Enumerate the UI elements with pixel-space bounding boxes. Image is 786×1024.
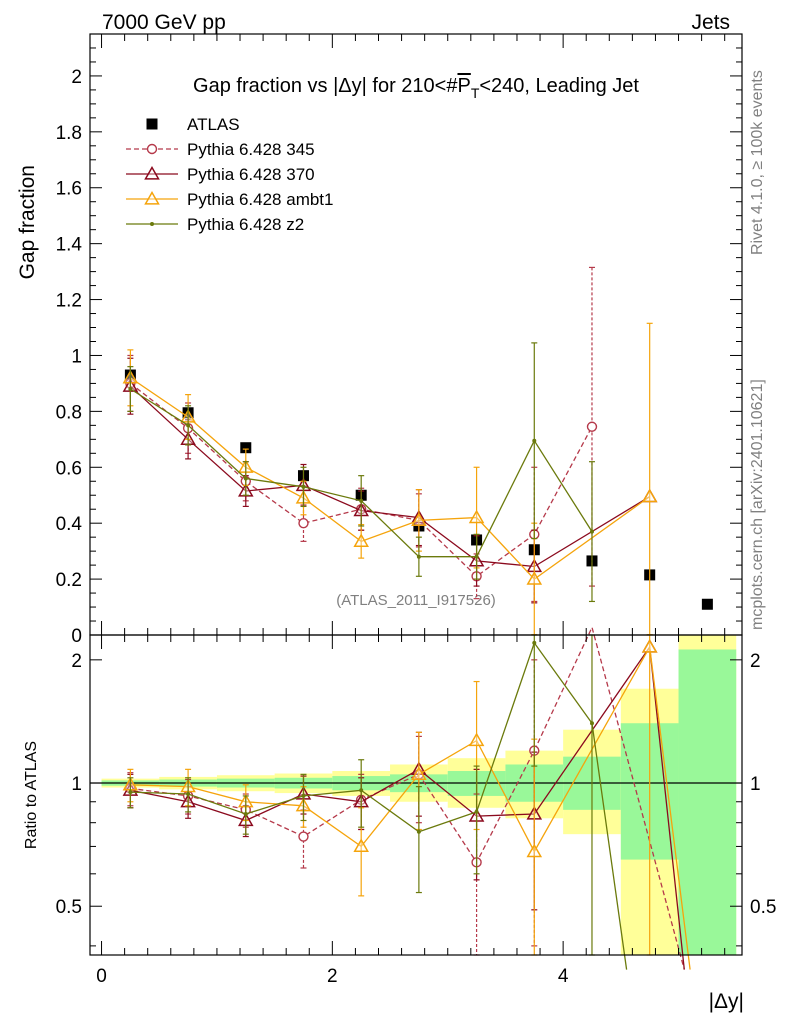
ratio-y-tick-label-left: 2 bbox=[71, 651, 82, 672]
main-y-tick-label: 1.8 bbox=[56, 123, 82, 144]
ratio-band-inner bbox=[678, 649, 737, 955]
main-point-pythia-6-428-ambt1 bbox=[468, 509, 485, 524]
main-y-tick-label: 0.4 bbox=[56, 514, 83, 535]
legend-marker bbox=[146, 118, 158, 130]
ratio-point-pythia-6-428-z2 bbox=[474, 809, 479, 814]
legend-entry-atlas: ATLAS bbox=[146, 115, 240, 134]
main-panel-marks bbox=[122, 266, 713, 636]
main-point-pythia-6-428-345 bbox=[298, 517, 309, 529]
ratio-point-pythia-6-428-z2 bbox=[128, 790, 133, 795]
ratio-point-pythia-6-428-z2 bbox=[589, 721, 594, 726]
main-y-tick-label: 0 bbox=[71, 626, 82, 647]
legend-marker bbox=[144, 165, 160, 180]
title-part-pre: Gap fraction vs |Δy| for 210<# bbox=[193, 75, 458, 97]
ratio-point-pythia-6-428-ambt1 bbox=[411, 766, 427, 780]
main-y-tick-label: 0.6 bbox=[56, 458, 82, 479]
legend-marker bbox=[146, 143, 158, 155]
ratio-line-pythia-6-428-345 bbox=[130, 625, 685, 970]
ratio-point-pythia-6-428-z2 bbox=[532, 640, 537, 645]
y-axis-label-main: Gap fraction bbox=[16, 165, 39, 279]
title-part-p: P bbox=[457, 75, 470, 97]
legend-label: Pythia 6.428 345 bbox=[187, 140, 315, 159]
main-point-atlas bbox=[701, 598, 713, 610]
ratio-panel-marks bbox=[122, 625, 691, 970]
main-point-pythia-6-428-345 bbox=[586, 421, 598, 432]
ratio-point-pythia-6-428-z2 bbox=[416, 829, 421, 834]
main-point-pythia-6-428-ambt1 bbox=[641, 488, 658, 503]
main-point-pythia-6-428-z2 bbox=[589, 529, 594, 534]
main-point-pythia-6-428-z2 bbox=[128, 387, 133, 392]
ratio-point-pythia-6-428-ambt1 bbox=[468, 732, 485, 747]
main-y-tick-label: 1.6 bbox=[56, 179, 82, 200]
main-y-tick-label: 0.8 bbox=[56, 402, 82, 423]
legend-label: Pythia 6.428 370 bbox=[187, 165, 315, 184]
legend-label: Pythia 6.428 z2 bbox=[187, 215, 304, 234]
legend-entry-pythia-6-428-ambt1: Pythia 6.428 ambt1 bbox=[126, 190, 333, 209]
ratio-y-tick-label-left: 1 bbox=[71, 774, 82, 795]
ratio-point-pythia-6-428-z2 bbox=[243, 812, 248, 817]
analysis-watermark: (ATLAS_2011_I917526) bbox=[336, 592, 496, 609]
x-tick-label: 0 bbox=[96, 966, 107, 987]
ratio-y-tick-label-right: 2 bbox=[750, 651, 761, 672]
header-jets: Jets bbox=[691, 11, 730, 34]
main-y-tick-label: 1.2 bbox=[56, 291, 82, 312]
title-part-t: T bbox=[471, 85, 480, 101]
main-point-pythia-6-428-ambt1 bbox=[353, 533, 369, 547]
ratio-point-pythia-6-428-ambt1 bbox=[526, 843, 543, 858]
main-series-pythia-6-428-370 bbox=[122, 357, 658, 604]
x-tick-label: 4 bbox=[558, 966, 569, 987]
legend-marker bbox=[144, 190, 160, 205]
y-axis-label-ratio: Ratio to ATLAS bbox=[23, 741, 40, 849]
main-series-pythia-6-428-z2 bbox=[127, 342, 595, 603]
legend-label: Pythia 6.428 ambt1 bbox=[187, 190, 333, 209]
legend-entry-pythia-6-428-z2: Pythia 6.428 z2 bbox=[126, 215, 304, 234]
main-y-tick-label: 0.2 bbox=[56, 570, 82, 591]
ratio-y-tick-label-right: 0.5 bbox=[750, 897, 776, 918]
axes: 0 0.2 0.4 0.6 0.8 1 1.2 1.4 1.6 1.8 2 0.5 0.5 1 1 2 2 0 2 4 bbox=[56, 33, 776, 987]
header-energy: 7000 GeV pp bbox=[102, 11, 226, 34]
legend-marker bbox=[150, 222, 154, 226]
legend-entry-pythia-6-428-345: Pythia 6.428 345 bbox=[126, 140, 315, 159]
main-y-tick-label: 1 bbox=[71, 346, 82, 367]
main-series-pythia-6-428-ambt1 bbox=[122, 322, 658, 636]
main-point-pythia-6-428-z2 bbox=[301, 484, 306, 489]
ratio-panel-frame bbox=[89, 634, 743, 956]
ratio-point-pythia-6-428-z2 bbox=[301, 793, 306, 798]
ratio-y-tick-label-right: 1 bbox=[750, 774, 761, 795]
legend-entry-pythia-6-428-370: Pythia 6.428 370 bbox=[126, 165, 315, 184]
main-point-pythia-6-428-z2 bbox=[186, 423, 191, 428]
ratio-y-tick-label-left: 0.5 bbox=[56, 897, 82, 918]
main-point-pythia-6-428-z2 bbox=[359, 498, 364, 503]
legend: ATLAS Pythia 6.428 345 Pythia 6.428 370 Pyt… bbox=[126, 115, 333, 234]
main-line-pythia-6-428-370 bbox=[129, 385, 651, 568]
main-point-atlas bbox=[240, 442, 252, 454]
main-point-pythia-6-428-ambt1 bbox=[526, 571, 543, 585]
ratio-point-pythia-6-428-z2 bbox=[359, 788, 364, 793]
legend-label: ATLAS bbox=[187, 115, 240, 134]
main-point-pythia-6-428-z2 bbox=[474, 554, 479, 559]
ratio-point-pythia-6-428-345 bbox=[298, 831, 309, 842]
ratio-point-pythia-6-428-ambt1 bbox=[641, 638, 658, 653]
main-point-pythia-6-428-z2 bbox=[416, 554, 421, 559]
main-y-tick-label: 2 bbox=[71, 67, 82, 88]
ratio-point-pythia-6-428-ambt1 bbox=[353, 838, 369, 853]
main-point-pythia-6-428-z2 bbox=[243, 476, 248, 481]
ratio-line-pythia-6-428-z2 bbox=[130, 641, 628, 970]
ratio-point-pythia-6-428-z2 bbox=[186, 792, 191, 797]
main-line-pythia-6-428-ambt1 bbox=[130, 377, 651, 580]
x-axis-label: |Δy| bbox=[709, 990, 744, 1013]
title-part-post: <240, Leading Jet bbox=[479, 75, 639, 97]
main-y-tick-label: 1.4 bbox=[56, 235, 83, 256]
main-point-pythia-6-428-z2 bbox=[532, 438, 537, 443]
mcplots-label: mcplots.cern.ch [arXiv:2401.10621] bbox=[749, 379, 766, 630]
x-tick-label: 2 bbox=[327, 966, 338, 987]
rivet-label: Rivet 4.1.0, ≥ 100k events bbox=[749, 70, 766, 255]
main-title: Gap fraction vs |Δy| for 210<#PT<240, Le… bbox=[193, 75, 639, 101]
main-point-pythia-6-428-ambt1 bbox=[411, 512, 427, 527]
